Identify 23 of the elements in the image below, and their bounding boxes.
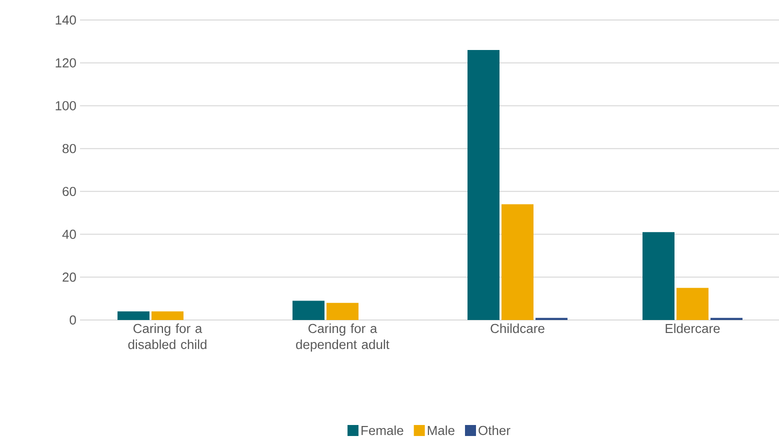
bar (152, 311, 184, 320)
y-tick-label: 80 (62, 144, 76, 154)
bar (676, 288, 709, 320)
legend-label: Female (362, 426, 404, 436)
bar (118, 311, 150, 320)
legend-label: Other (478, 426, 510, 436)
y-tick-label: 20 (62, 272, 76, 282)
y-tick-label: 60 (62, 186, 76, 196)
y-tick-label: 0 (70, 315, 76, 325)
bar (502, 204, 534, 320)
y-tick-label: 100 (56, 101, 76, 110)
x-tick-label: Eldercare (666, 324, 720, 334)
x-tick-label: Caring for a disabled child (128, 324, 206, 350)
y-tick-label: 140 (56, 15, 76, 25)
legend-label: Male (428, 426, 454, 436)
bar (326, 302, 359, 320)
bar (642, 232, 675, 320)
x-tick-label: Caring for a dependent adult (296, 324, 390, 352)
y-tick-label: 120 (56, 58, 76, 68)
bar (468, 50, 500, 320)
y-tick-label: 40 (62, 230, 76, 239)
bar (292, 300, 325, 320)
x-tick-label: Childcare (490, 324, 544, 334)
